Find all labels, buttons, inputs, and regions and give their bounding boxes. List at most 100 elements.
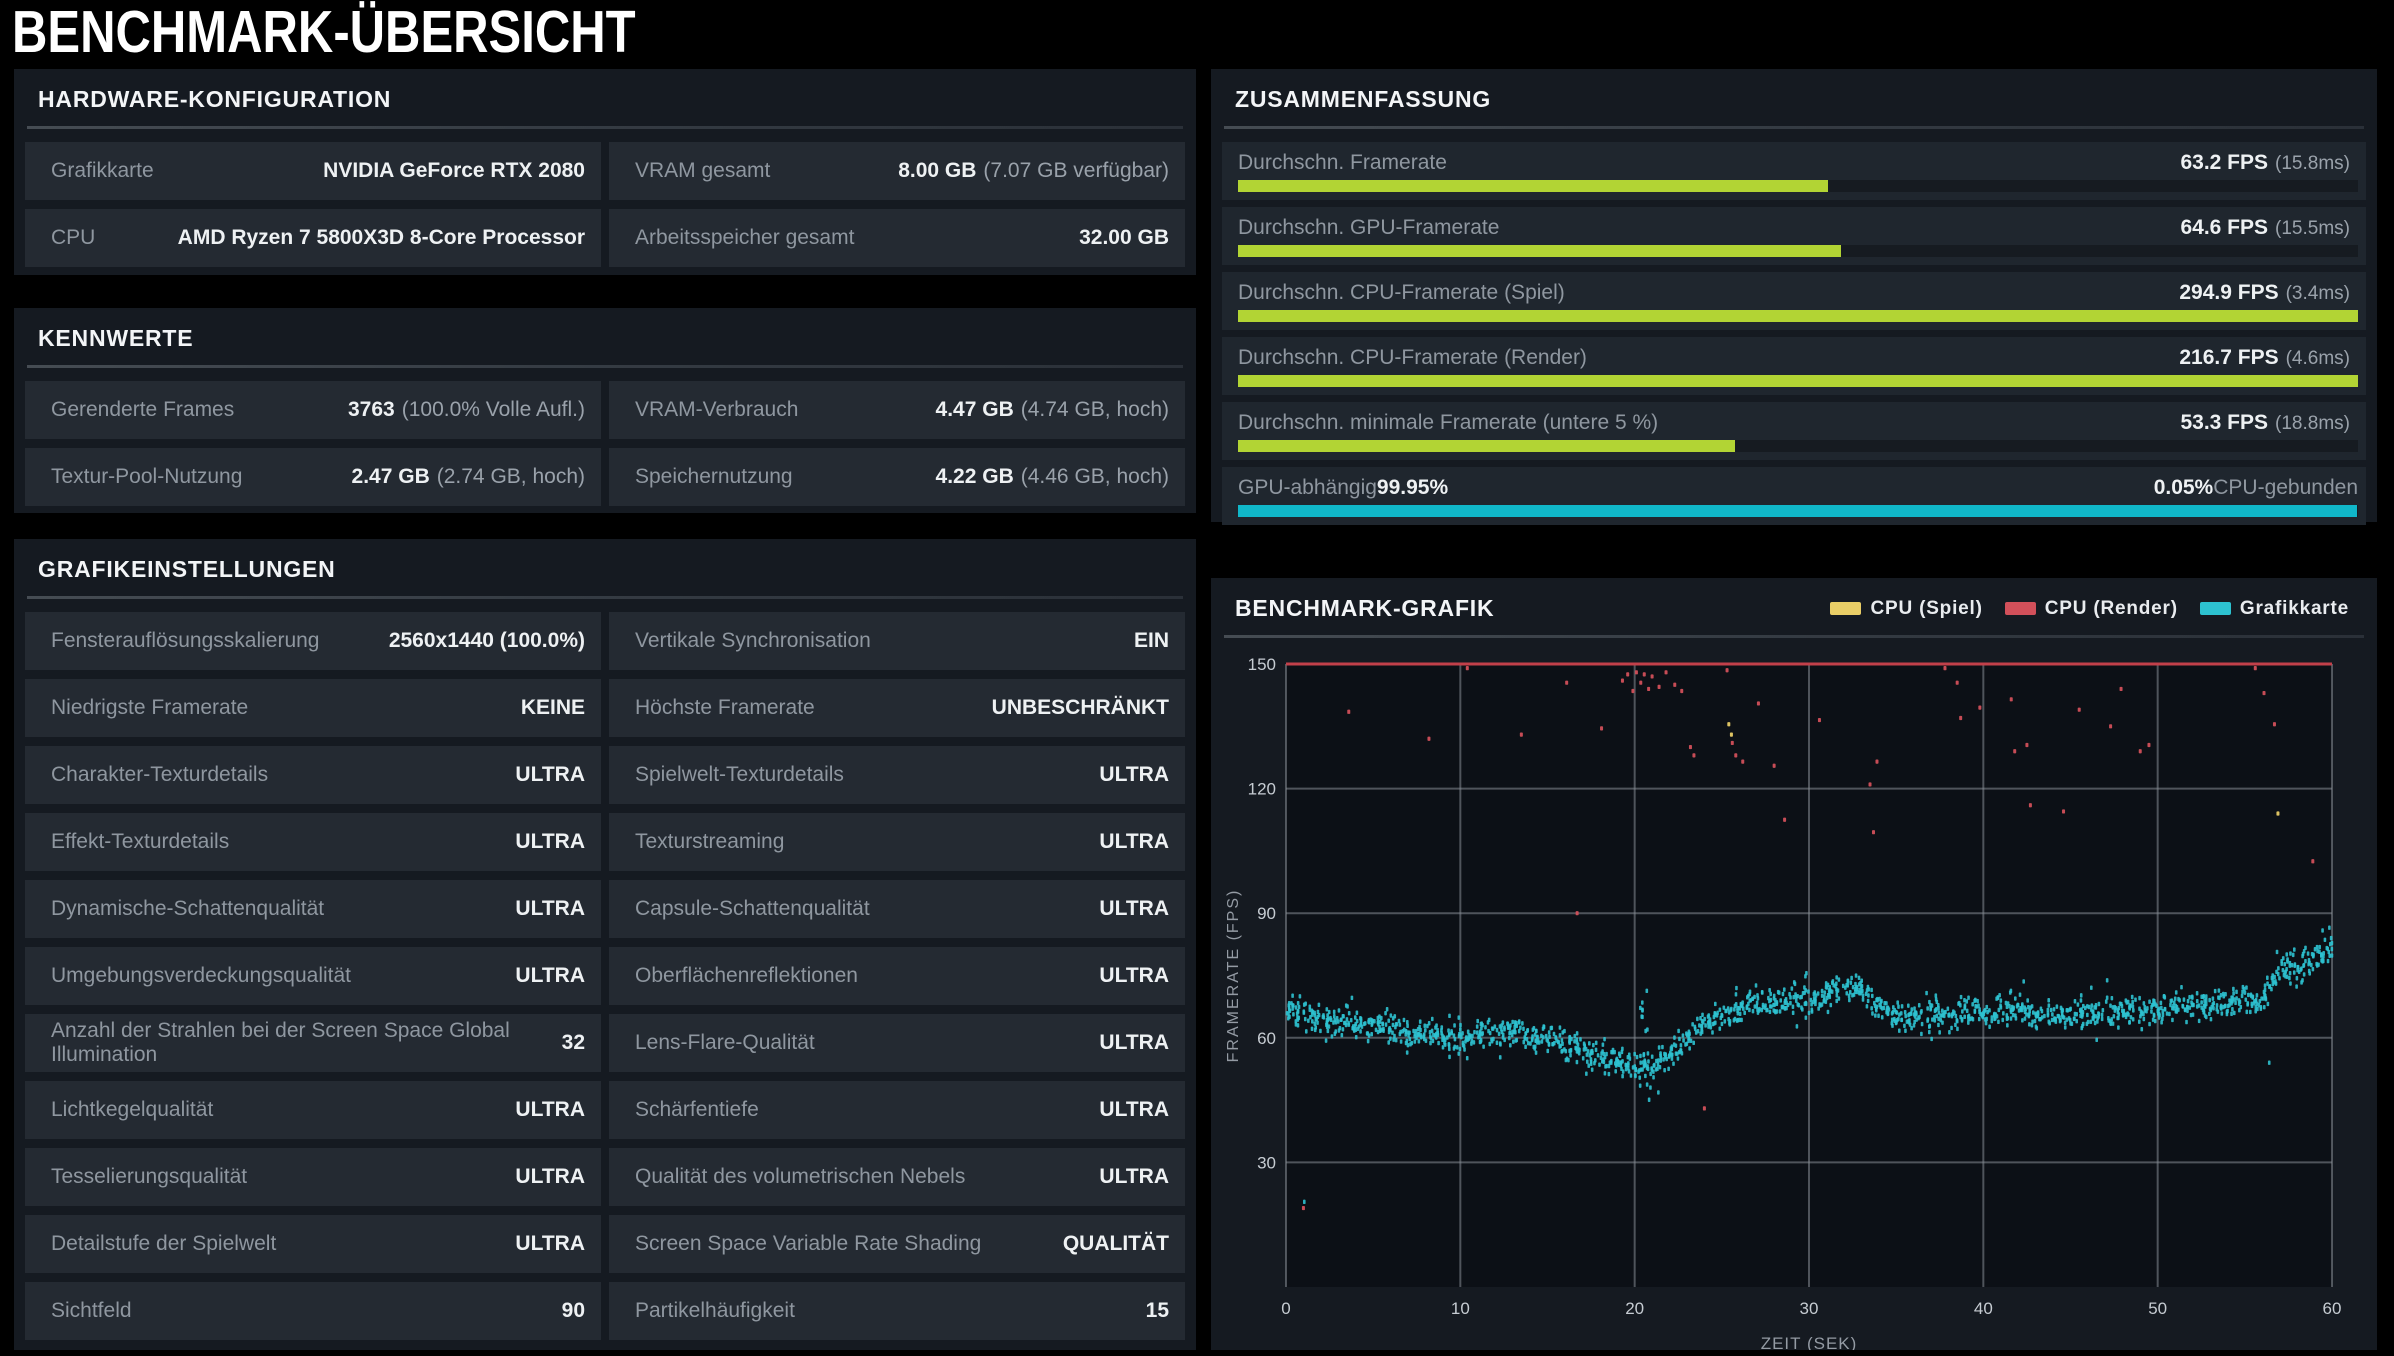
cpu-bound-value: 0.05% bbox=[2154, 476, 2214, 500]
bound-bar-fill bbox=[1238, 505, 2357, 517]
summary-row-ms: (15.5ms) bbox=[2275, 218, 2350, 239]
data-point bbox=[1355, 1035, 1358, 1039]
data-point bbox=[2064, 1025, 2067, 1029]
data-point bbox=[1403, 1018, 1406, 1022]
data-point bbox=[1480, 1039, 1483, 1043]
data-point bbox=[2048, 1003, 2051, 1007]
data-point bbox=[2266, 981, 2269, 985]
data-point bbox=[1520, 733, 1523, 737]
data-point bbox=[1876, 997, 1879, 1001]
cell-label: Grafikkarte bbox=[51, 159, 172, 183]
gpu-cpu-bound-row: GPU-abhängig99.95%0.05%CPU-gebunden bbox=[1222, 467, 2366, 525]
data-point bbox=[2010, 1010, 2013, 1014]
fps-bar-track bbox=[1238, 440, 2358, 452]
data-point bbox=[2096, 1019, 2099, 1023]
data-point bbox=[1973, 999, 1976, 1003]
data-point bbox=[1807, 989, 1810, 993]
data-point bbox=[1956, 1019, 1959, 1023]
data-point bbox=[1554, 1035, 1557, 1039]
data-point bbox=[1733, 1007, 1736, 1011]
data-point bbox=[1442, 1045, 1445, 1049]
data-point bbox=[1448, 1014, 1451, 1018]
cell-value: ULTRA bbox=[515, 1098, 585, 1122]
data-point bbox=[1818, 718, 1821, 722]
hardware-config-grid: GrafikkarteNVIDIA GeForce RTX 2080VRAM g… bbox=[25, 142, 1185, 267]
data-point bbox=[2019, 1006, 2022, 1010]
data-point bbox=[1692, 1041, 1695, 1045]
data-point bbox=[1782, 992, 1785, 996]
data-point bbox=[1791, 986, 1794, 990]
data-point bbox=[1380, 1028, 1383, 1032]
data-point bbox=[1313, 1022, 1316, 1026]
data-point bbox=[1642, 1053, 1645, 1057]
data-point bbox=[2024, 1007, 2027, 1011]
data-point bbox=[2095, 1038, 2098, 1042]
cell-label: Vertikale Synchronisation bbox=[635, 629, 889, 653]
data-point bbox=[1680, 689, 1683, 693]
data-point bbox=[2131, 995, 2134, 999]
data-point bbox=[1634, 1073, 1637, 1077]
data-point bbox=[2235, 996, 2238, 1000]
fps-bar-fill bbox=[1238, 375, 2358, 387]
data-point bbox=[1795, 999, 1798, 1003]
data-point bbox=[2330, 936, 2333, 940]
data-point bbox=[1789, 1001, 1792, 1005]
data-point bbox=[1711, 1030, 1714, 1034]
data-point bbox=[2183, 997, 2186, 1001]
data-point bbox=[2090, 1020, 2093, 1024]
setting-cell: TesselierungsqualitätULTRA bbox=[25, 1148, 601, 1206]
setting-cell: Fensterauflösungsskalierung2560x1440 (10… bbox=[25, 612, 601, 670]
data-point bbox=[1392, 1023, 1395, 1027]
data-point bbox=[2171, 1018, 2174, 1022]
data-point bbox=[2289, 971, 2292, 975]
data-point bbox=[1774, 1010, 1777, 1014]
data-point bbox=[1291, 993, 1294, 997]
data-point bbox=[1447, 1028, 1450, 1032]
data-point bbox=[1295, 1005, 1298, 1009]
setting-cell: Effekt-TexturdetailsULTRA bbox=[25, 813, 601, 871]
data-point bbox=[1429, 1034, 1432, 1038]
y-tick-label: 120 bbox=[1248, 780, 1276, 799]
data-point bbox=[2066, 1008, 2069, 1012]
summary-row-ms: (4.6ms) bbox=[2286, 348, 2350, 369]
data-point bbox=[1800, 995, 1803, 999]
data-point bbox=[1823, 998, 1826, 1002]
data-point bbox=[1803, 985, 1806, 989]
data-point bbox=[2134, 997, 2137, 1001]
data-point bbox=[1769, 992, 1772, 996]
data-point bbox=[1351, 996, 1354, 1000]
cell-value: QUALITÄT bbox=[1063, 1232, 1169, 1256]
data-point bbox=[1457, 1015, 1460, 1019]
data-point bbox=[1991, 1015, 1994, 1019]
x-tick-label: 0 bbox=[1281, 1299, 1290, 1318]
data-point bbox=[1652, 1075, 1655, 1079]
data-point bbox=[1423, 1032, 1426, 1036]
data-point bbox=[1407, 1043, 1410, 1047]
data-point bbox=[1972, 1017, 1975, 1021]
data-point bbox=[1743, 1011, 1746, 1015]
setting-cell: OberflächenreflektionenULTRA bbox=[609, 947, 1185, 1005]
data-point bbox=[2263, 691, 2266, 695]
data-point bbox=[1898, 1012, 1901, 1016]
data-point bbox=[1897, 1005, 1900, 1009]
data-point bbox=[1701, 1013, 1704, 1017]
data-point bbox=[2082, 1022, 2085, 1026]
data-point bbox=[2028, 1022, 2031, 1026]
data-point bbox=[1760, 1008, 1763, 1012]
data-point bbox=[1735, 992, 1738, 996]
data-point bbox=[1592, 1043, 1595, 1047]
benchmark-chart: 0102030405060306090120150FRAMERATE (FPS)… bbox=[1211, 650, 2355, 1350]
data-point bbox=[2269, 984, 2272, 988]
data-point bbox=[1587, 1063, 1590, 1067]
data-point bbox=[1346, 1004, 1349, 1008]
data-point bbox=[2217, 995, 2220, 999]
data-point bbox=[1920, 1010, 1923, 1014]
data-point bbox=[1673, 1035, 1676, 1039]
data-point bbox=[2053, 1018, 2056, 1022]
data-point bbox=[1508, 1036, 1511, 1040]
data-point bbox=[2283, 973, 2286, 977]
data-point bbox=[1457, 1051, 1460, 1055]
data-point bbox=[2186, 1005, 2189, 1009]
summary-row-value: 216.7 FPS(4.6ms) bbox=[2179, 346, 2358, 370]
data-point bbox=[1409, 1037, 1412, 1041]
